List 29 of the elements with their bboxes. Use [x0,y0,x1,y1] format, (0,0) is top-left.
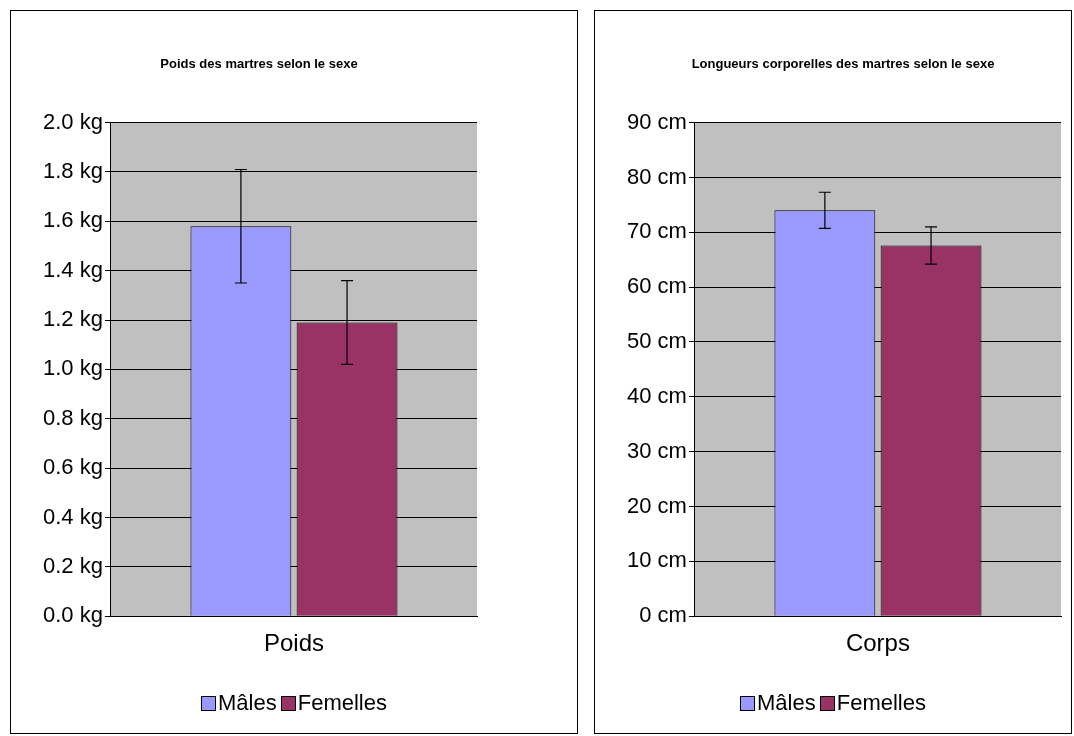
y-tick-label: 1.4 kg [42,256,103,282]
y-tick-label: 1.6 kg [42,207,103,233]
legend-label: Mâles [218,690,277,716]
y-tick-label: 50 cm [626,328,687,354]
y-tick-label: 0.6 kg [42,454,103,480]
y-tick-label: 20 cm [626,492,687,518]
y-tick-label: 2.0 kg [42,108,103,134]
legend-label: Femelles [297,690,387,716]
x-tick-label: Corps [845,629,910,657]
y-tick-label: 0.2 kg [42,552,103,578]
y-tick-label: 80 cm [626,163,687,189]
x-tick-label: Poids [263,629,324,657]
y-tick-label: 0.8 kg [42,404,103,430]
legend-label: Mâles [757,690,816,716]
y-tick-label: 70 cm [626,218,687,244]
y-tick-label: 0 cm [639,602,687,628]
y-tick-label: 1.2 kg [42,306,103,332]
y-tick-label: 0.4 kg [42,503,103,529]
y-tick-label: 30 cm [626,437,687,463]
chart-title: Longueurs corporelles des martres selon le sexe [691,56,995,72]
y-tick-label: 60 cm [626,273,687,299]
y-tick-label: 40 cm [626,382,687,408]
y-tick-label: 1.8 kg [42,158,103,184]
y-tick-label: 1.0 kg [42,355,103,381]
chart-title: Poids des martres selon le sexe [160,56,358,72]
y-tick-label: 10 cm [626,547,687,573]
y-tick-label: 0.0 kg [42,602,103,628]
y-tick-label: 90 cm [626,108,687,134]
legend-label: Femelles [836,690,926,716]
